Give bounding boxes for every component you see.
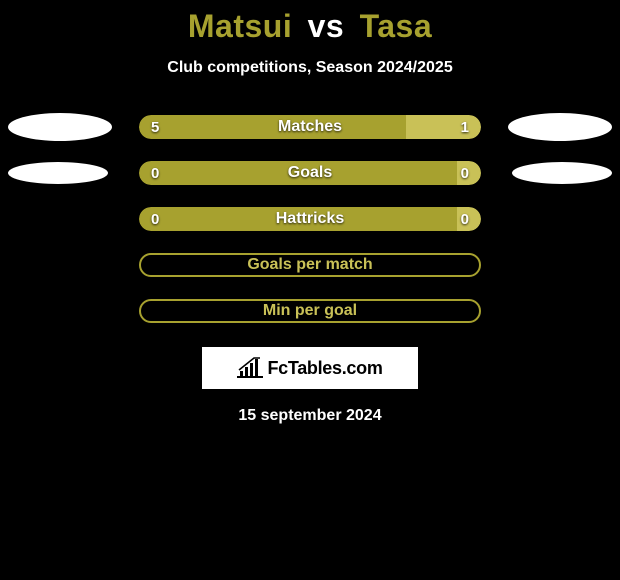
stat-row: 00Goals	[0, 161, 620, 185]
brand-text: FcTables.com	[267, 358, 382, 379]
stat-bar: 51Matches	[139, 115, 481, 139]
stat-bar: Goals per match	[139, 253, 481, 277]
stat-row: Goals per match	[0, 253, 620, 277]
stat-value-right: 0	[461, 207, 469, 231]
stat-value-right: 1	[461, 115, 469, 139]
stat-value-left: 0	[151, 161, 159, 185]
player-marker-left	[8, 113, 112, 141]
stats-rows: 51Matches00Goals00HattricksGoals per mat…	[0, 115, 620, 323]
brand-badge[interactable]: FcTables.com	[202, 347, 418, 389]
stat-label: Goals per match	[141, 255, 479, 275]
stat-value-left: 5	[151, 115, 159, 139]
player-marker-right	[508, 113, 612, 141]
chart-icon	[237, 357, 263, 379]
stat-row: 51Matches	[0, 115, 620, 139]
stat-row: 00Hattricks	[0, 207, 620, 231]
player-marker-left	[8, 162, 108, 184]
player-marker-right	[512, 162, 612, 184]
stat-bar: 00Hattricks	[139, 207, 481, 231]
player1-name: Matsui	[188, 8, 292, 44]
stat-bar: Min per goal	[139, 299, 481, 323]
player2-name: Tasa	[360, 8, 433, 44]
stat-value-left: 0	[151, 207, 159, 231]
comparison-title: Matsui vs Tasa	[0, 8, 620, 45]
date-label: 15 september 2024	[0, 407, 620, 425]
stat-row: Min per goal	[0, 299, 620, 323]
comparison-card: Matsui vs Tasa Club competitions, Season…	[0, 0, 620, 425]
subtitle: Club competitions, Season 2024/2025	[0, 59, 620, 77]
vs-separator: vs	[308, 8, 345, 44]
stat-value-right: 0	[461, 161, 469, 185]
stat-bar: 00Goals	[139, 161, 481, 185]
stat-label: Min per goal	[141, 301, 479, 321]
